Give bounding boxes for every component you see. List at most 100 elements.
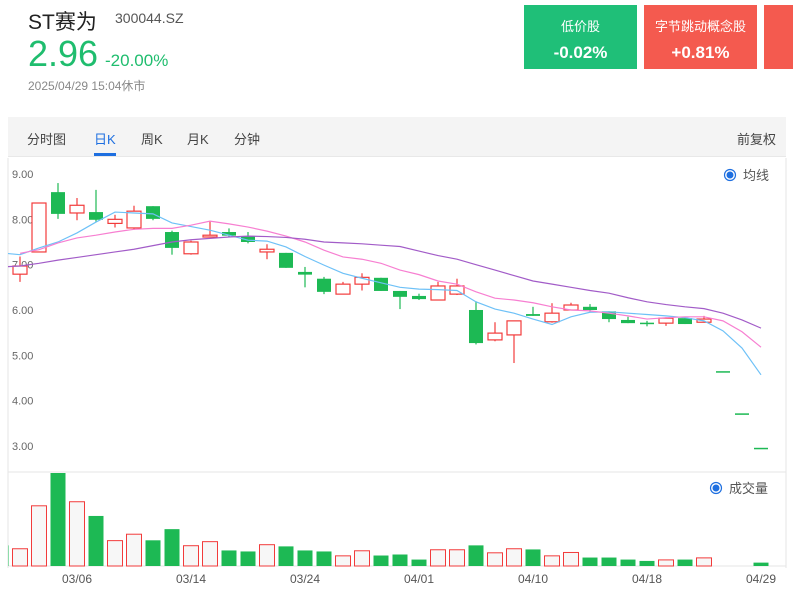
y-tick-label: 9.00 [12,169,33,181]
volume-bar[interactable] [297,550,313,566]
volume-bar[interactable] [202,541,218,567]
candle[interactable] [678,317,692,325]
volume-bar[interactable] [658,559,674,567]
concept-tag-bytedance[interactable]: 字节跳动概念股 +0.81% [644,5,757,69]
radio-selected-icon[interactable] [723,168,737,182]
candle[interactable] [393,290,407,310]
volume-bar[interactable] [88,515,104,566]
candle[interactable] [526,306,540,316]
tab-minute[interactable]: 分钟 [234,132,261,147]
x-date-label: 04/29 [746,572,776,586]
tab-weekly-k[interactable]: 周K [141,132,163,147]
candle[interactable] [621,316,635,324]
volume-bar[interactable] [601,557,617,566]
candle[interactable] [202,221,218,238]
candle[interactable] [354,273,370,291]
volume-bar[interactable] [259,544,275,567]
volume-bar[interactable] [335,555,351,567]
x-date-label: 04/18 [632,572,662,586]
volume-bar[interactable] [12,548,28,567]
radio-selected-icon[interactable] [709,481,723,495]
candle[interactable] [51,183,65,219]
y-tick-label: 4.00 [12,396,33,408]
candle[interactable] [487,322,503,342]
candle-body [658,317,674,324]
candle[interactable] [335,281,351,295]
volume-bar[interactable] [183,545,199,567]
candle[interactable] [89,189,103,222]
candle[interactable] [412,293,426,301]
candle[interactable] [107,214,123,228]
tab-daily-k[interactable]: 日K [94,129,116,156]
volume-bar[interactable] [506,548,522,567]
volume-bar[interactable] [31,505,47,567]
candle[interactable] [317,276,331,295]
candle[interactable] [298,266,312,288]
candle[interactable] [716,371,730,373]
radio-dot-icon [712,484,720,492]
volume-bar[interactable] [373,555,389,566]
volume-bar[interactable] [468,545,484,566]
x-date-label: 04/01 [404,572,434,586]
chart-tabs: 分时图 日K 周K 月K 分钟 前复权 [8,117,786,157]
candle[interactable] [449,278,465,296]
volume-bar[interactable] [753,562,769,566]
candle[interactable] [165,230,179,255]
candle[interactable] [469,301,483,345]
volume-bar[interactable] [107,540,123,567]
volume-bar[interactable] [278,546,294,566]
tab-monthly-k[interactable]: 月K [187,132,209,147]
volume-bar[interactable] [563,551,579,567]
forward-adjust-selector[interactable]: 前复权 [736,132,776,147]
candle[interactable] [430,281,446,301]
y-tick-label: 3.00 [12,441,33,453]
candle[interactable] [259,244,275,260]
candle[interactable] [241,232,255,244]
volume-bar[interactable] [582,557,598,566]
candle-body [735,413,749,415]
volume-bar[interactable] [620,559,636,566]
change-percent: -20.00% [105,51,169,70]
volume-bar[interactable] [240,551,256,566]
candle[interactable] [506,320,522,364]
candle[interactable] [0,253,8,278]
volume-legend[interactable]: 成交量 [709,481,769,496]
ma-legend[interactable]: 均线 [723,168,770,183]
volume-bar[interactable] [525,549,541,566]
volume-bar[interactable] [544,555,560,567]
candle-body [716,371,730,373]
candle[interactable] [183,240,199,255]
candle[interactable] [279,252,293,268]
volume-bar[interactable] [411,559,427,566]
volume-bar[interactable] [164,529,180,566]
candle[interactable] [640,320,654,327]
candle-body [279,252,293,268]
volume-bar[interactable] [50,473,66,566]
candle[interactable] [754,447,768,450]
volume-bar[interactable] [316,551,332,566]
concept-tag-low-price[interactable]: 低价股 -0.02% [524,5,637,69]
tab-intraday[interactable]: 分时图 [27,132,67,147]
volume-bar[interactable] [221,550,237,566]
current-price: 2.96 [28,33,99,74]
volume-bar[interactable] [392,554,408,566]
volume-bar[interactable] [449,549,465,567]
volume-bar[interactable] [677,559,693,566]
volume-bar[interactable] [696,557,712,567]
candle[interactable] [374,277,388,291]
candle[interactable] [31,202,47,253]
candle[interactable] [735,413,749,415]
volume-bar[interactable] [0,545,9,566]
volume-bar[interactable] [639,560,655,566]
volume-bar[interactable] [145,540,161,566]
candle[interactable] [69,198,85,221]
stock-code: 300044.SZ [115,10,184,26]
volume-bar[interactable] [487,552,503,567]
candle[interactable] [126,205,142,230]
volume-bar[interactable] [354,550,370,567]
volume-bar[interactable] [430,549,446,567]
concept-tag-partial[interactable]: 华 + [764,5,793,69]
volume-bar[interactable] [126,533,142,567]
volume-bar[interactable] [69,501,85,567]
